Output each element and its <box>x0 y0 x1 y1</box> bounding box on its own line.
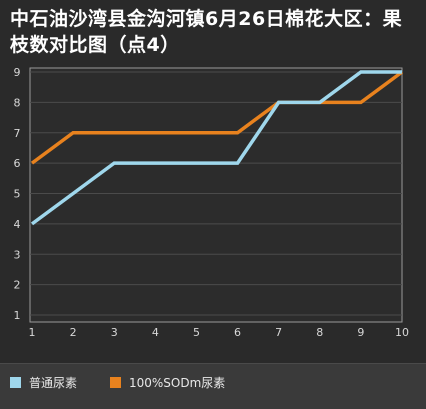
line-chart: 1 2 3 4 5 6 7 8 9 1 2 3 4 5 6 7 8 9 10 <box>14 66 410 339</box>
legend-swatch-series-1 <box>10 377 21 388</box>
legend-swatch-series-2 <box>110 377 121 388</box>
legend-label-series-2: 100%SODm尿素 <box>129 376 226 390</box>
series-lines <box>30 70 404 226</box>
x-tick-label: 3 <box>111 326 118 339</box>
legend-item-series-1[interactable]: 普通尿素 <box>10 374 77 391</box>
legend-label-series-1: 普通尿素 <box>29 376 78 390</box>
legend: 普通尿素 100%SODm尿素 <box>0 363 426 409</box>
x-tick-label: 1 <box>29 326 36 339</box>
chart-title: 中石油沙湾县金沟河镇6月26日棉花大区：果枝数对比图（点4） <box>10 8 403 56</box>
x-tick-label: 2 <box>70 326 77 339</box>
y-tick-label: 2 <box>14 279 21 292</box>
y-tick-label: 3 <box>14 248 21 261</box>
x-tick-label: 10 <box>395 326 409 339</box>
y-tick-label: 4 <box>14 218 21 231</box>
x-tick-label: 4 <box>152 326 159 339</box>
y-tick-label: 7 <box>14 127 21 140</box>
x-tick-label: 7 <box>275 326 282 339</box>
plot-area <box>29 67 403 323</box>
y-axis-ticks: 1 2 3 4 5 6 7 8 9 <box>14 66 21 322</box>
x-tick-label: 6 <box>234 326 241 339</box>
y-tick-label: 6 <box>14 157 21 170</box>
legend-item-series-2[interactable]: 100%SODm尿素 <box>110 374 225 391</box>
x-tick-label: 9 <box>357 326 364 339</box>
y-tick-label: 8 <box>14 96 21 109</box>
series-line-1 <box>30 70 402 226</box>
x-tick-label: 8 <box>316 326 323 339</box>
y-tick-label: 1 <box>14 309 21 322</box>
y-tick-label: 9 <box>14 66 21 79</box>
y-tick-label: 5 <box>14 188 21 201</box>
series-line-2 <box>30 70 404 165</box>
x-axis-ticks: 1 2 3 4 5 6 7 8 9 10 <box>29 326 410 339</box>
x-tick-label: 5 <box>193 326 200 339</box>
